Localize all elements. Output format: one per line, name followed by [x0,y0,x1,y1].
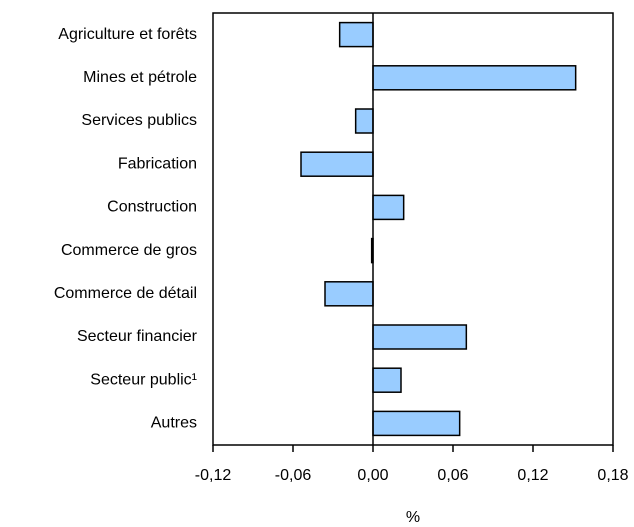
y-tick-label: Services publics [81,112,197,129]
bar [372,324,468,350]
x-tick-label: 0,18 [597,467,628,484]
y-tick-label: Mines et pétrole [83,69,197,86]
y-tick-label: Agriculture et forêts [58,26,197,43]
bar [354,108,374,134]
bar [324,281,374,307]
bar [372,194,405,221]
x-tick-label: -0,12 [195,467,232,484]
x-tick-label: -0,06 [275,467,312,484]
plot-frame [212,12,614,446]
x-axis-label: % [406,509,420,526]
y-tick-label: Commerce de détail [54,285,197,302]
bar [372,367,402,393]
y-tick-label: Construction [107,199,197,216]
bar [300,151,374,177]
x-tick-label: 0,06 [437,467,468,484]
y-tick-label: Secteur public¹ [90,371,197,388]
bar [372,410,461,437]
y-tick-label: Commerce de gros [61,242,197,259]
y-tick-label: Secteur financier [77,328,198,345]
x-tick-label: 0,12 [517,467,548,484]
x-tick-label: 0,00 [357,467,388,484]
bar [338,21,374,48]
bar [372,65,577,91]
y-tick-label: Fabrication [118,155,197,172]
y-tick-label: Autres [151,415,197,432]
